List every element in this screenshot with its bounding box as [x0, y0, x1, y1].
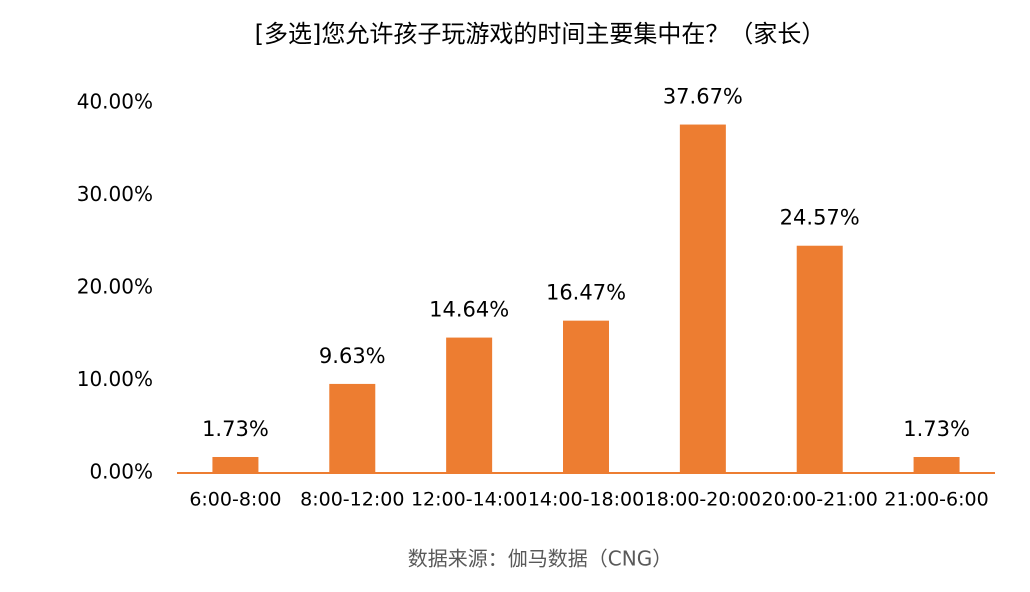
data-label: 37.67% [663, 85, 743, 109]
data-label: 14.64% [429, 298, 509, 322]
y-tick-label: 0.00% [89, 460, 153, 484]
bar [679, 124, 726, 474]
bar [446, 337, 493, 473]
source-note: 数据来源：伽马数据（CNG） [408, 547, 672, 571]
y-tick-label: 40.00% [77, 90, 153, 114]
x-tick-label: 18:00-20:00 [645, 489, 761, 511]
x-tick-label: 6:00-8:00 [189, 489, 281, 511]
data-label: 1.73% [903, 417, 970, 441]
x-tick-label: 21:00-6:00 [884, 489, 988, 511]
data-label: 16.47% [546, 281, 626, 305]
bar [212, 456, 259, 473]
bar [913, 456, 960, 473]
y-tick-label: 10.00% [77, 367, 153, 391]
data-label: 9.63% [319, 344, 386, 368]
chart-title: [多选]您允许孩子玩游戏的时间主要集中在？（家长） [255, 20, 826, 48]
x-tick-label: 12:00-14:00 [411, 489, 527, 511]
x-tick-label: 14:00-18:00 [528, 489, 644, 511]
data-label: 1.73% [202, 417, 269, 441]
bar [563, 320, 609, 473]
x-tick-label: 20:00-21:00 [762, 489, 878, 511]
data-label: 24.57% [780, 206, 860, 230]
bar [329, 383, 376, 473]
x-tick-label: 8:00-12:00 [300, 489, 404, 511]
y-tick-label: 30.00% [77, 182, 153, 206]
y-tick-label: 20.00% [77, 275, 153, 299]
bar [796, 245, 843, 473]
